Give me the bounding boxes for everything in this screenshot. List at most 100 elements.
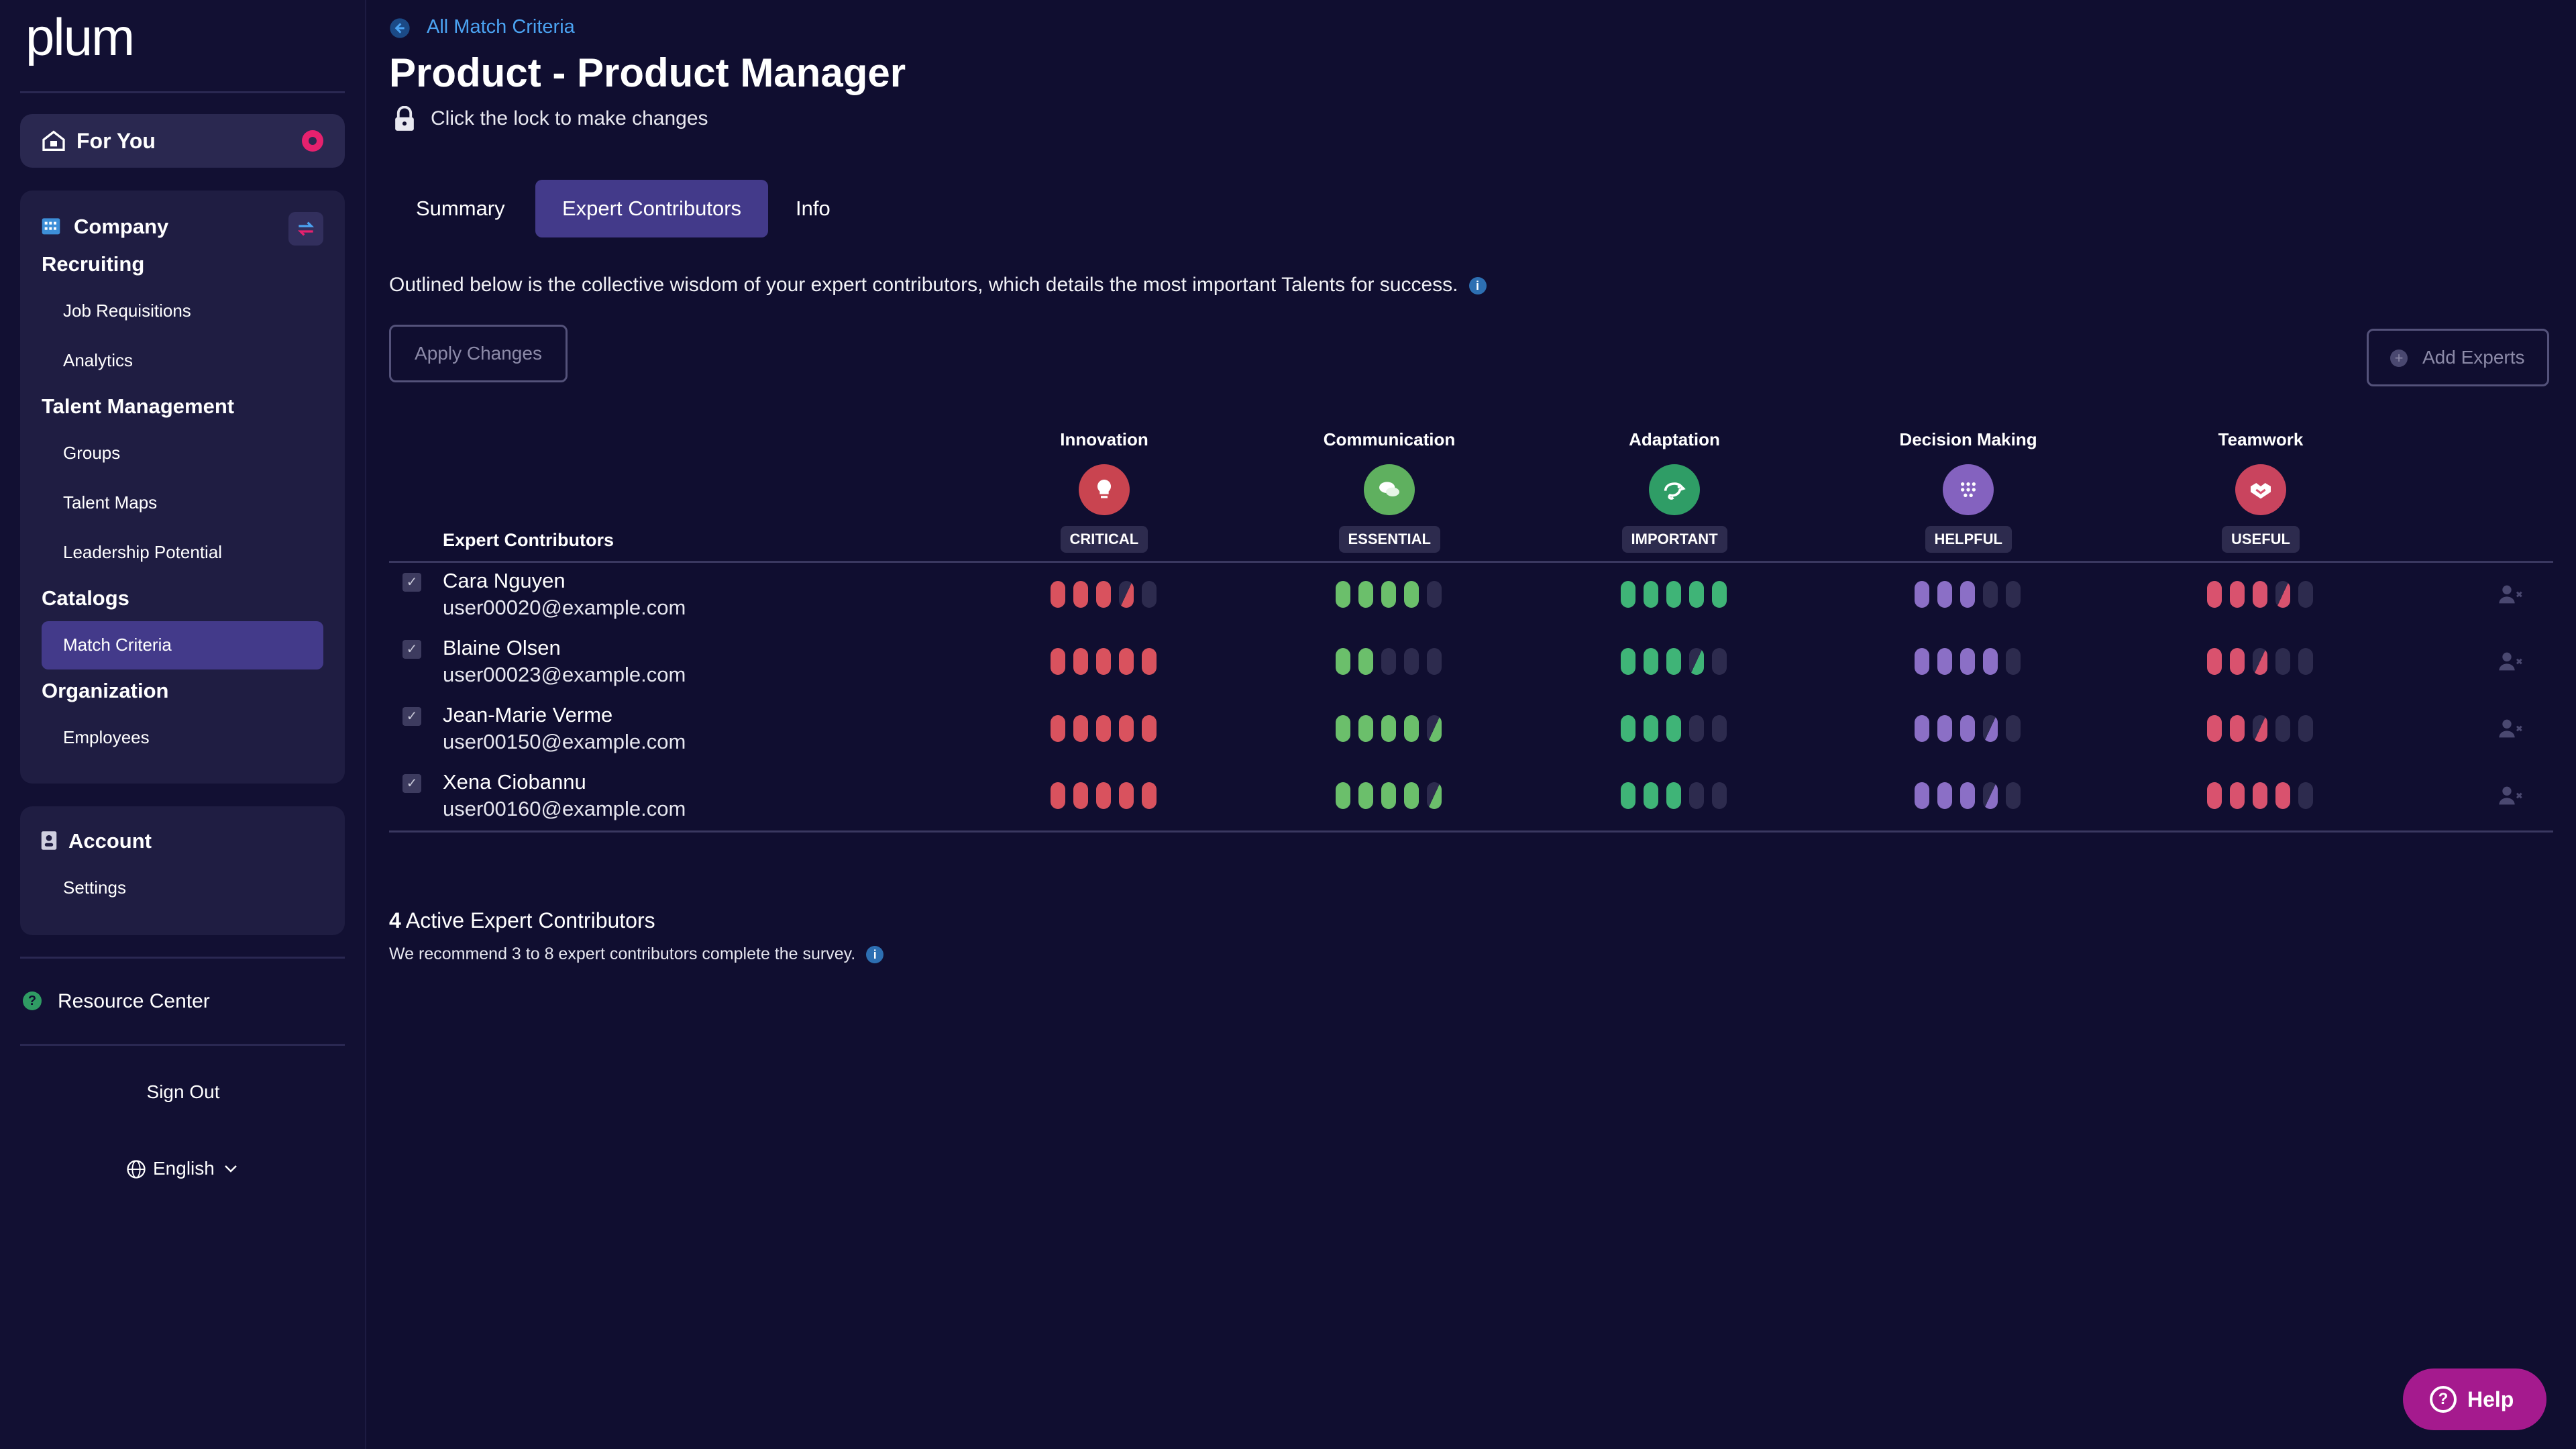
rating-bar [1644,648,1658,675]
expert-email: user00150@example.com [443,730,686,753]
sidebar-item-match-criteria[interactable] [42,621,323,669]
active-count-number: 4 [389,908,401,932]
talent-header-decision-making: Decision Making [1899,429,2037,449]
account-title: Account [68,829,152,853]
row-checkbox[interactable]: ✓ [402,573,421,592]
remove-user-icon[interactable] [2497,782,2524,809]
rating-bar [1427,648,1442,675]
dots-grid-icon [1943,464,1994,515]
sidebar-item-match-criteria-label: Match Criteria [63,635,172,655]
row-checkbox[interactable]: ✓ [402,640,421,659]
apply-changes-button[interactable]: Apply Changes [389,325,568,382]
divider [20,1044,345,1046]
active-count: 4 Active Expert Contributors [389,908,655,933]
intro-text: Outlined below is the collective wisdom … [389,274,1487,297]
rating-bars[interactable] [1915,782,2022,809]
importance-badge: USEFUL [2222,526,2300,553]
for-you-button[interactable]: For You [20,114,345,168]
remove-user-icon[interactable] [2497,581,2524,608]
rating-bars[interactable] [1915,715,2022,742]
lock-hint: Click the lock to make changes [431,107,708,129]
add-experts-button[interactable]: + Add Experts [2367,329,2549,386]
rating-bars[interactable] [1336,715,1443,742]
rating-bar [1937,782,1952,809]
rating-bars[interactable] [1051,581,1158,608]
info-icon[interactable]: i [866,946,884,964]
sidebar-item-talent-maps[interactable]: Talent Maps [63,492,158,513]
table-header-divider [389,561,2553,563]
rating-bar [1336,782,1350,809]
all-match-criteria-link[interactable]: All Match Criteria [427,16,575,38]
rating-bar [2275,581,2290,608]
rating-bars[interactable] [1051,648,1158,675]
rating-bars[interactable] [1621,782,1728,809]
rating-bar [1666,715,1681,742]
rating-bars[interactable] [1621,715,1728,742]
plus-icon: + [2390,350,2408,367]
sign-out-button[interactable]: Sign Out [146,1081,220,1102]
sidebar-item-leadership-potential[interactable]: Leadership Potential [63,542,223,562]
tab-info[interactable]: Info [796,197,830,220]
sidebar-item-analytics[interactable]: Analytics [63,350,133,370]
rating-bars[interactable] [1915,648,2022,675]
expert-contributors-header: Expert Contributors [443,530,614,550]
rating-bar [1621,715,1635,742]
rating-bar [1937,715,1952,742]
remove-user-icon[interactable] [2497,715,2524,742]
switch-company-button[interactable] [288,212,323,246]
arrow-left-icon[interactable] [389,17,411,39]
table-bottom-divider [389,830,2553,833]
row-checkbox[interactable]: ✓ [402,707,421,726]
language-label: English [153,1158,215,1179]
rating-bar [1119,782,1134,809]
rating-bar [1937,581,1952,608]
rating-bars[interactable] [1915,581,2022,608]
rating-bars[interactable] [1051,715,1158,742]
lock-icon[interactable] [392,106,417,133]
tab-summary[interactable]: Summary [416,197,505,220]
rating-bars[interactable] [1051,782,1158,809]
rating-bars[interactable] [1621,581,1728,608]
rating-bar [2207,782,2222,809]
rating-bars[interactable] [1336,581,1443,608]
for-you-label: For You [76,129,156,153]
rating-bars[interactable] [1336,782,1443,809]
sidebar-item-employees[interactable]: Employees [63,727,150,747]
expert-name: Cara Nguyen [443,569,566,592]
rating-bar [2298,648,2313,675]
rating-bar [2207,581,2222,608]
rating-bar [1937,648,1952,675]
rating-bars[interactable] [2207,782,2314,809]
account-icon [41,831,57,850]
remove-user-icon[interactable] [2497,648,2524,675]
row-checkbox[interactable]: ✓ [402,774,421,793]
rating-bar [2006,782,2021,809]
rating-bars[interactable] [1621,648,1728,675]
rating-bar [1358,715,1373,742]
rating-bars[interactable] [2207,581,2314,608]
sidebar-item-groups[interactable]: Groups [63,443,121,463]
rating-bar [2298,715,2313,742]
rating-bars[interactable] [2207,648,2314,675]
info-icon[interactable]: i [1468,277,1487,295]
rating-bar [1358,581,1373,608]
rating-bars[interactable] [2207,715,2314,742]
rating-bar [1427,581,1442,608]
rating-bars[interactable] [1336,648,1443,675]
talent-header-innovation: Innovation [1060,429,1148,449]
importance-badge: ESSENTIAL [1338,526,1440,553]
sidebar-item-settings[interactable]: Settings [63,877,126,898]
help-button[interactable]: ? Help [2403,1368,2546,1430]
rating-bar [1960,715,1975,742]
tab-expert-contributors[interactable]: Expert Contributors [535,180,769,237]
sidebar-item-job-requisitions[interactable]: Job Requisitions [63,301,191,321]
plum-logo[interactable]: plum [25,7,135,66]
rating-bar [1404,782,1419,809]
resource-center-link[interactable]: Resource Center [58,990,210,1012]
building-icon [42,218,60,235]
rating-bar [1404,581,1419,608]
swap-icon [297,221,315,236]
rating-bar [1960,648,1975,675]
globe-icon [127,1160,146,1179]
page-title: Product - Product Manager [389,50,906,95]
